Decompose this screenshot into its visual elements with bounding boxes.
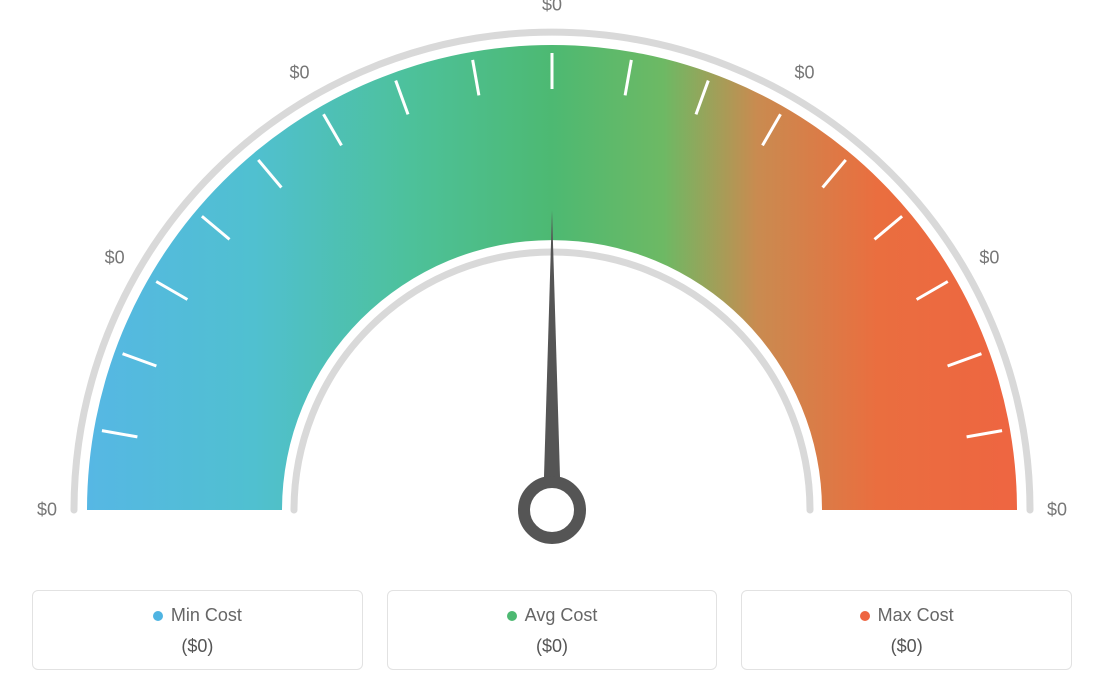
legend-dot-min — [153, 611, 163, 621]
legend-row: Min Cost ($0) Avg Cost ($0) Max Cost ($0… — [32, 590, 1072, 670]
legend-card-max: Max Cost ($0) — [741, 590, 1072, 670]
legend-card-min: Min Cost ($0) — [32, 590, 363, 670]
legend-label-avg: Avg Cost — [525, 605, 598, 626]
gauge-area: $0 $0 $0 $0 $0 $0 $0 — [0, 0, 1104, 560]
legend-label-min: Min Cost — [171, 605, 242, 626]
cost-gauge-widget: $0 $0 $0 $0 $0 $0 $0 Min Cost ($0) Avg Cost ($… — [0, 0, 1104, 690]
legend-value-min: ($0) — [43, 636, 352, 657]
gauge-tick-label: $0 — [979, 247, 999, 268]
gauge-tick-label: $0 — [794, 62, 814, 83]
legend-value-avg: ($0) — [398, 636, 707, 657]
gauge-tick-label: $0 — [542, 0, 562, 16]
legend-card-avg: Avg Cost ($0) — [387, 590, 718, 670]
gauge-tick-label: $0 — [37, 500, 57, 521]
gauge-tick-label: $0 — [1047, 500, 1067, 521]
gauge-tick-label: $0 — [289, 62, 309, 83]
gauge-svg — [0, 0, 1104, 560]
legend-value-max: ($0) — [752, 636, 1061, 657]
legend-dot-max — [860, 611, 870, 621]
legend-label-max: Max Cost — [878, 605, 954, 626]
gauge-tick-label: $0 — [105, 247, 125, 268]
legend-dot-avg — [507, 611, 517, 621]
